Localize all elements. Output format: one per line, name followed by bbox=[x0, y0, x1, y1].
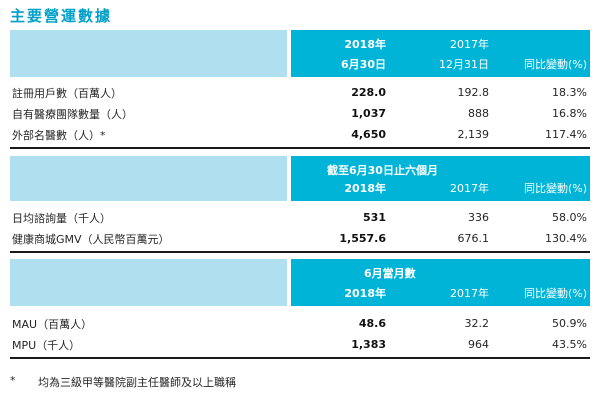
value-2018: 1,383 bbox=[351, 338, 386, 351]
table-row: MPU（千人） 1,383 964 43.5% bbox=[10, 334, 590, 355]
row-label: 外部名醫數（人）* bbox=[12, 128, 106, 142]
value-change: 16.8% bbox=[552, 107, 587, 120]
col-header-2018: 2018年 bbox=[344, 182, 386, 195]
value-change: 43.5% bbox=[552, 338, 587, 351]
col-header-2017: 2017年 bbox=[450, 38, 489, 51]
row-label: MAU（百萬人） bbox=[12, 317, 93, 331]
value-2018: 1,037 bbox=[351, 107, 386, 120]
col-header-change: 同比變動(%) bbox=[523, 287, 587, 300]
table-row: 註冊用戶數（百萬人） 228.0 192.8 18.3% bbox=[10, 82, 590, 103]
value-2017: 192.8 bbox=[457, 86, 490, 99]
row-label: 自有醫療團隊數量（人） bbox=[12, 107, 133, 121]
value-2018: 531 bbox=[363, 211, 386, 224]
table2-header-line2: 2018年 2017年 同比變動(%) bbox=[10, 180, 590, 196]
value-2017: 336 bbox=[468, 211, 489, 224]
value-2017: 676.1 bbox=[457, 232, 490, 245]
header-cyan-band bbox=[291, 30, 590, 77]
row-label: 日均諮詢量（千人） bbox=[12, 211, 111, 225]
header-light-band bbox=[10, 156, 287, 201]
col-header-change: 同比變動(%) bbox=[523, 182, 587, 195]
col-header-2017-date: 12月31日 bbox=[439, 58, 489, 71]
value-2017: 32.2 bbox=[464, 317, 490, 330]
table2-rows: 日均諮詢量（千人） 531 336 58.0% 健康商城GMV（人民幣百萬元） … bbox=[10, 201, 590, 253]
value-2017: 964 bbox=[468, 338, 489, 351]
table-row: 外部名醫數（人）* 4,650 2,139 117.4% bbox=[10, 124, 590, 145]
footnote: * 均為三級甲等醫院副主任醫師及以上職稱 bbox=[10, 374, 590, 390]
col-header-change: 同比變動(%) bbox=[523, 58, 587, 71]
value-2018: 1,557.6 bbox=[339, 232, 386, 245]
table1-header-line1: 2018年 2017年 bbox=[10, 36, 590, 52]
value-2017: 2,139 bbox=[457, 128, 490, 141]
table-row: MAU（百萬人） 48.6 32.2 50.9% bbox=[10, 313, 590, 334]
table1-header: 2018年 2017年 6月30日 12月31日 同比變動(%) bbox=[10, 30, 590, 77]
value-change: 18.3% bbox=[552, 86, 587, 99]
table2-header: 截至6月30日止六個月 2018年 2017年 同比變動(%) bbox=[10, 156, 590, 201]
col-header-2017: 2017年 bbox=[450, 182, 489, 195]
footnote-text: 均為三級甲等醫院副主任醫師及以上職稱 bbox=[38, 376, 236, 389]
value-2018: 48.6 bbox=[358, 317, 386, 330]
header-light-band bbox=[10, 259, 287, 306]
footnote-marker: * bbox=[10, 374, 16, 387]
value-change: 58.0% bbox=[552, 211, 587, 224]
value-change: 130.4% bbox=[545, 232, 587, 245]
value-change: 50.9% bbox=[552, 317, 587, 330]
value-2017: 888 bbox=[468, 107, 489, 120]
page-title: 主要營運數據 bbox=[10, 7, 113, 25]
value-2018: 4,650 bbox=[351, 128, 386, 141]
row-label: MPU（千人） bbox=[12, 338, 81, 352]
col-header-2018: 2018年 bbox=[344, 287, 386, 300]
table1-rows: 註冊用戶數（百萬人） 228.0 192.8 18.3% 自有醫療團隊數量（人）… bbox=[10, 77, 590, 149]
table-six-months: 截至6月30日止六個月 2018年 2017年 同比變動(%) 日均諮詢量（千人… bbox=[10, 156, 590, 253]
col-header-2018: 2018年 bbox=[344, 38, 386, 51]
value-change: 117.4% bbox=[545, 128, 587, 141]
table-row: 日均諮詢量（千人） 531 336 58.0% bbox=[10, 207, 590, 228]
header-cyan-band bbox=[291, 259, 590, 306]
table-june-monthly: 6月當月數 2018年 2017年 同比變動(%) MAU（百萬人） 48.6 … bbox=[10, 259, 590, 359]
header-light-band bbox=[10, 30, 287, 77]
table-row: 健康商城GMV（人民幣百萬元） 1,557.6 676.1 130.4% bbox=[10, 228, 590, 249]
value-2018: 228.0 bbox=[351, 86, 386, 99]
header-cyan-band bbox=[291, 156, 590, 201]
table1-header-line2: 6月30日 12月31日 同比變動(%) bbox=[10, 56, 590, 72]
period-header: 6月當月數 bbox=[364, 267, 416, 280]
col-header-2017: 2017年 bbox=[450, 287, 489, 300]
table-row: 自有醫療團隊數量（人） 1,037 888 16.8% bbox=[10, 103, 590, 124]
table3-header: 6月當月數 2018年 2017年 同比變動(%) bbox=[10, 259, 590, 306]
col-header-2018-date: 6月30日 bbox=[341, 58, 386, 71]
row-label: 註冊用戶數（百萬人） bbox=[12, 86, 122, 100]
period-header: 截至6月30日止六個月 bbox=[327, 164, 438, 177]
row-label: 健康商城GMV（人民幣百萬元） bbox=[12, 232, 170, 246]
table3-header-line2: 2018年 2017年 同比變動(%) bbox=[10, 285, 590, 301]
table3-rows: MAU（百萬人） 48.6 32.2 50.9% MPU（千人） 1,383 9… bbox=[10, 306, 590, 359]
table-key-operating-data: 2018年 2017年 6月30日 12月31日 同比變動(%) 註冊用戶數（百… bbox=[10, 30, 590, 149]
